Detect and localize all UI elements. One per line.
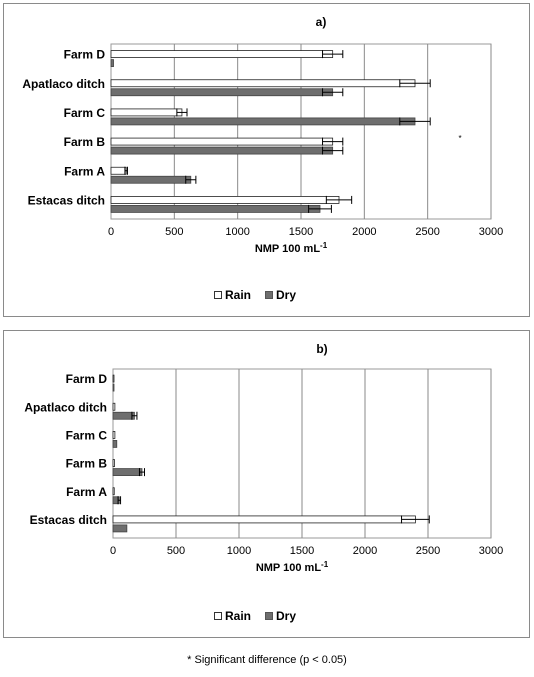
category-label: Farm D xyxy=(64,48,106,62)
bar-rain xyxy=(110,79,416,88)
bar-dry xyxy=(112,383,115,392)
bar-dry xyxy=(112,411,135,420)
legend-label-rain: Rain xyxy=(225,609,252,623)
bar-dry xyxy=(110,175,192,184)
x-axis-label: NMP 100 mL-1 xyxy=(256,560,329,574)
annotation-marker: * xyxy=(458,134,461,143)
bar-rain xyxy=(110,137,334,146)
legend-label-rain: Rain xyxy=(225,288,252,302)
bar-dry xyxy=(110,88,334,97)
bar-rain xyxy=(112,402,116,411)
legend-label-dry: Dry xyxy=(276,609,297,623)
bar-rain xyxy=(112,374,115,383)
bar-dry xyxy=(110,59,114,67)
x-tick-label: 2500 xyxy=(416,545,440,557)
x-tick-label: 3000 xyxy=(479,226,503,238)
footnote: * Significant difference (p < 0.05) xyxy=(187,654,347,666)
category-label: Farm B xyxy=(64,135,106,149)
bar-dry xyxy=(110,117,416,126)
x-tick-label: 1000 xyxy=(227,545,251,557)
chart-title: b) xyxy=(316,342,327,356)
legend-item-rain: Rain xyxy=(214,288,251,302)
x-tick-label: 0 xyxy=(110,545,116,557)
category-label: Apatlaco ditch xyxy=(22,77,105,91)
bar-dry xyxy=(110,205,321,213)
x-tick-label: 0 xyxy=(108,226,114,238)
bar-dry xyxy=(110,146,334,155)
legend-swatch-dry xyxy=(265,291,274,299)
legend-item-dry: Dry xyxy=(265,609,296,623)
x-tick-label: 1500 xyxy=(290,545,314,557)
bar-dry xyxy=(112,440,118,448)
category-label: Farm C xyxy=(64,106,106,120)
bar-rain xyxy=(110,108,183,117)
legend-label-dry: Dry xyxy=(276,288,297,302)
chart-a-legend: Rain Dry xyxy=(214,288,310,302)
chart-panel-b: b) 0 500 1000 1500 2000 2500 3000 NMP 100 mL-1 Fa… xyxy=(3,330,530,638)
bar-rain xyxy=(112,487,115,496)
x-axis-label: NMP 100 mL-1 xyxy=(255,241,328,255)
category-label: Apatlaco ditch xyxy=(24,400,107,414)
bar-rain xyxy=(112,515,416,524)
x-tick-label: 500 xyxy=(165,226,183,238)
legend-item-rain: Rain xyxy=(214,609,251,623)
category-label: Estacas ditch xyxy=(28,193,105,207)
chart-panel-a: a) 0 500 1000 1500 2000 2500 3000 NMP 100 mL-1 Fa… xyxy=(3,3,530,317)
chart-b-legend: Rain Dry xyxy=(214,609,310,623)
category-label: Farm C xyxy=(66,428,108,442)
bar-dry xyxy=(112,468,143,476)
bar-rain xyxy=(112,459,115,467)
chart-b-svg: b) 0 500 1000 1500 2000 2500 3000 NMP 100 mL-1 Fa… xyxy=(24,342,503,574)
bar-rain xyxy=(110,196,340,204)
category-label: Estacas ditch xyxy=(30,513,107,527)
legend-swatch-rain xyxy=(214,291,222,299)
category-label: Farm D xyxy=(66,372,108,386)
x-tick-label: 1500 xyxy=(289,226,313,238)
bar-rain xyxy=(112,431,116,439)
legend-swatch-rain xyxy=(214,612,222,620)
x-tick-label: 1000 xyxy=(225,226,249,238)
bar-rain xyxy=(110,166,127,175)
category-label: Farm A xyxy=(64,164,105,178)
chart-title: a) xyxy=(316,15,327,29)
chart-a-svg: a) 0 500 1000 1500 2000 2500 3000 NMP 100 mL-1 Fa… xyxy=(22,15,503,255)
bar-rain xyxy=(110,50,334,58)
legend-swatch-dry xyxy=(265,612,274,620)
x-tick-label: 2000 xyxy=(353,545,377,557)
bar-dry xyxy=(112,524,128,533)
x-tick-label: 3000 xyxy=(479,545,503,557)
category-label: Farm B xyxy=(66,457,108,471)
category-label: Farm A xyxy=(66,485,107,499)
x-tick-label: 2500 xyxy=(415,226,439,238)
legend-item-dry: Dry xyxy=(265,288,296,302)
x-tick-label: 500 xyxy=(167,545,185,557)
x-tick-label: 2000 xyxy=(352,226,376,238)
